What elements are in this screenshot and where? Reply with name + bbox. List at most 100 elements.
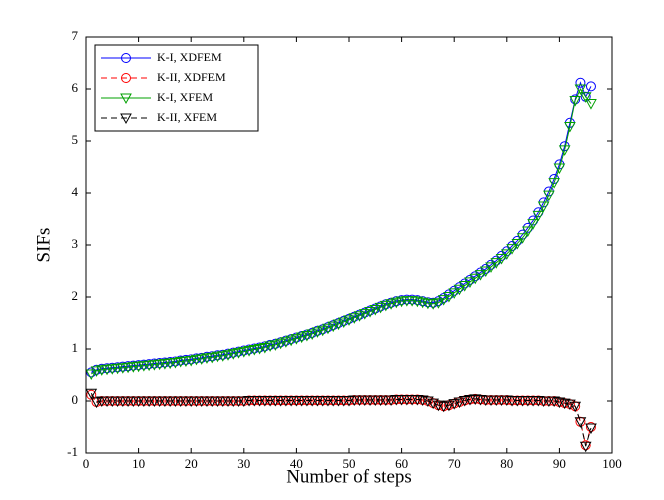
marker bbox=[227, 349, 240, 360]
marker bbox=[185, 355, 198, 367]
marker bbox=[295, 332, 308, 344]
marker bbox=[96, 363, 107, 374]
marker bbox=[506, 244, 518, 255]
marker bbox=[585, 423, 597, 435]
marker bbox=[369, 304, 382, 316]
marker bbox=[258, 342, 271, 354]
marker bbox=[358, 309, 371, 320]
marker bbox=[443, 400, 455, 412]
marker bbox=[117, 361, 128, 372]
y-tick-label: 1 bbox=[72, 340, 79, 355]
marker bbox=[85, 369, 98, 380]
marker bbox=[85, 388, 98, 400]
marker bbox=[243, 346, 255, 357]
marker bbox=[564, 121, 576, 133]
legend-label: K-II, XDFEM bbox=[157, 70, 226, 84]
y-tick-label: 6 bbox=[72, 80, 79, 95]
marker bbox=[269, 340, 282, 351]
marker bbox=[569, 95, 582, 107]
marker bbox=[232, 348, 245, 359]
marker bbox=[128, 360, 139, 371]
x-tick-label: 80 bbox=[500, 456, 513, 471]
marker bbox=[285, 335, 297, 347]
marker bbox=[579, 92, 592, 103]
legend-marker bbox=[120, 93, 132, 105]
marker bbox=[90, 366, 103, 377]
marker bbox=[485, 262, 497, 273]
marker bbox=[443, 291, 455, 303]
marker bbox=[175, 355, 186, 366]
marker bbox=[585, 99, 597, 110]
marker bbox=[253, 343, 266, 355]
marker bbox=[144, 359, 155, 370]
marker bbox=[585, 81, 596, 92]
marker bbox=[212, 350, 223, 361]
legend-label: K-I, XDFEM bbox=[157, 50, 222, 64]
marker bbox=[437, 401, 450, 413]
y-axis-label: SIFs bbox=[33, 228, 54, 263]
marker bbox=[564, 399, 576, 411]
marker bbox=[374, 302, 387, 314]
marker bbox=[453, 397, 466, 409]
marker bbox=[337, 317, 350, 328]
marker bbox=[548, 178, 560, 189]
marker bbox=[133, 360, 144, 371]
marker bbox=[543, 190, 555, 202]
marker bbox=[574, 417, 587, 428]
marker bbox=[500, 249, 513, 260]
marker bbox=[585, 422, 596, 432]
x-tick-label: 40 bbox=[290, 456, 303, 471]
marker bbox=[222, 350, 234, 361]
marker bbox=[301, 330, 313, 342]
marker bbox=[348, 313, 361, 324]
marker bbox=[458, 281, 471, 292]
marker bbox=[527, 219, 539, 230]
marker bbox=[107, 362, 118, 373]
legend-marker bbox=[121, 53, 131, 63]
marker bbox=[138, 359, 149, 370]
marker bbox=[123, 361, 134, 372]
y-tick-label: 7 bbox=[72, 28, 79, 43]
marker bbox=[448, 288, 461, 299]
marker bbox=[448, 399, 461, 410]
x-tick-label: 20 bbox=[185, 456, 198, 471]
marker bbox=[569, 401, 582, 413]
marker bbox=[165, 357, 176, 367]
marker bbox=[464, 277, 476, 288]
marker bbox=[353, 311, 366, 322]
legend-marker bbox=[120, 113, 132, 125]
marker bbox=[195, 354, 208, 365]
y-tick-label: 2 bbox=[72, 288, 79, 303]
x-tick-label: 50 bbox=[343, 456, 356, 471]
marker bbox=[332, 319, 345, 331]
marker bbox=[180, 354, 191, 365]
marker bbox=[453, 284, 466, 296]
marker bbox=[237, 347, 250, 358]
marker bbox=[427, 398, 440, 410]
marker bbox=[280, 337, 292, 348]
marker bbox=[474, 270, 487, 281]
marker bbox=[169, 358, 182, 369]
marker bbox=[558, 145, 571, 156]
marker bbox=[379, 300, 392, 312]
marker bbox=[427, 299, 440, 310]
marker bbox=[316, 325, 329, 337]
x-tick-label: 70 bbox=[448, 456, 461, 471]
marker bbox=[579, 441, 592, 453]
legend-marker bbox=[121, 73, 131, 83]
marker bbox=[422, 396, 434, 408]
legend-label: K-II, XFEM bbox=[157, 110, 217, 124]
marker bbox=[433, 296, 444, 307]
marker bbox=[532, 210, 545, 222]
legend-label: K-I, XFEM bbox=[157, 90, 213, 104]
marker bbox=[516, 233, 529, 244]
marker bbox=[521, 226, 534, 237]
marker bbox=[191, 353, 202, 364]
marker bbox=[327, 321, 340, 333]
marker bbox=[102, 363, 113, 374]
marker bbox=[311, 327, 324, 338]
marker bbox=[206, 352, 219, 364]
marker bbox=[437, 295, 450, 306]
marker bbox=[90, 397, 103, 409]
marker bbox=[575, 77, 586, 88]
